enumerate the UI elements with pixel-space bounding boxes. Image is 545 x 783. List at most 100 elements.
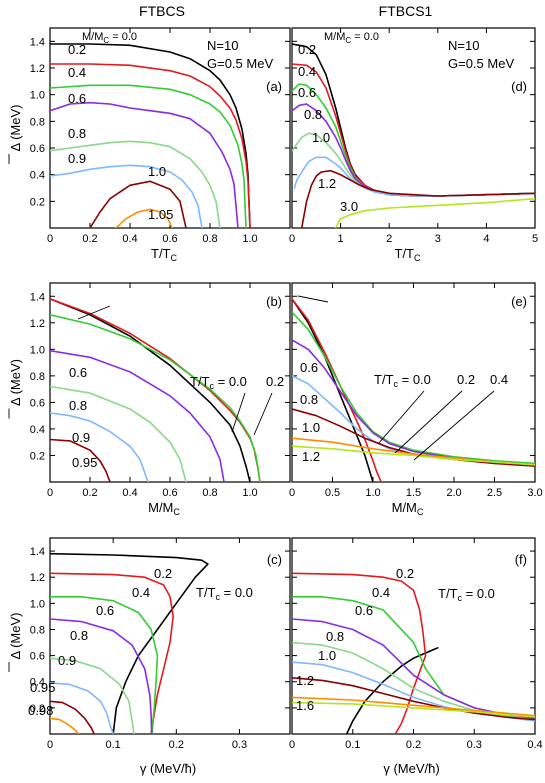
panel-label: (d) bbox=[511, 79, 527, 94]
panel-label: (e) bbox=[511, 294, 527, 309]
series-line-a-3 bbox=[50, 101, 239, 228]
x-tick-label: 3.0 bbox=[527, 487, 542, 499]
series-line-c-4 bbox=[50, 657, 135, 734]
series-label: 0.98 bbox=[28, 703, 53, 718]
y-tick-label: 1.2 bbox=[30, 318, 45, 330]
series-line-c-6 bbox=[50, 700, 95, 734]
series-label: 0.9 bbox=[68, 151, 86, 166]
plot-frame bbox=[291, 27, 536, 229]
series-label: 0.6 bbox=[355, 603, 373, 618]
series-label: 1.0 bbox=[148, 164, 166, 179]
series-label: 0.8 bbox=[68, 126, 86, 141]
x-tick-label: 0.3 bbox=[467, 739, 482, 751]
y-axis-label: Δ (MeV) bbox=[8, 359, 23, 406]
leader-line bbox=[77, 305, 111, 320]
x-tick-label: 2.0 bbox=[446, 487, 461, 499]
y-tick-label: 0.4 bbox=[30, 170, 45, 182]
x-tick-label: 3 bbox=[435, 233, 441, 245]
temperature-label: T/Tc = 0.0 bbox=[196, 585, 253, 602]
series-line-e-1 bbox=[292, 298, 382, 482]
series-line-d-6 bbox=[300, 169, 535, 228]
series-line-e-5 bbox=[292, 408, 535, 467]
leader-line bbox=[377, 390, 425, 445]
x-tick-label: 0.8 bbox=[202, 487, 217, 499]
x-tick-label: 0 bbox=[47, 487, 53, 499]
series-line-f-0 bbox=[345, 647, 439, 734]
series-label: 0.95 bbox=[30, 680, 55, 695]
panel-b: 0 0.2 0.4 0.6 0.8 1.0 0.2 0.4 0.6 0.8 1.0 1.2 1.4 0.6… bbox=[8, 282, 291, 517]
panel-title: FTBCS bbox=[139, 3, 185, 19]
series-line-e-0 bbox=[292, 298, 374, 482]
annotation-g: G=0.5 MeV bbox=[207, 56, 273, 71]
series-label: 0.6 bbox=[300, 360, 318, 375]
leader-line bbox=[394, 390, 463, 454]
series-label: 0.8 bbox=[69, 398, 87, 413]
panel-label: (b) bbox=[266, 294, 282, 309]
series-label: 0.9 bbox=[72, 430, 90, 445]
temperature-label: T/Tc = 0.0 bbox=[374, 372, 431, 389]
series-line-a-1 bbox=[50, 63, 251, 228]
temperature-label-extra: 0.2 bbox=[457, 372, 475, 387]
series-line-b-3 bbox=[50, 349, 225, 482]
panel-a: 0 0.2 0.4 0.6 0.8 1.0 0.2 0.4 0.6 0.8 1.0 1.2 1.4 0.2… bbox=[8, 3, 291, 263]
x-tick-label: 4 bbox=[483, 233, 489, 245]
series-label: 0.2 bbox=[396, 566, 414, 581]
series-label: 1.2 bbox=[302, 449, 320, 464]
temperature-label: T/Tc = 0.0 bbox=[190, 374, 247, 391]
annotation-g: G=0.5 MeV bbox=[448, 56, 514, 71]
series-line-f-6 bbox=[292, 677, 535, 721]
y-tick-label: 1.4 bbox=[30, 36, 45, 48]
series-label: 1.0 bbox=[318, 648, 336, 663]
x-tick-label: 1.0 bbox=[365, 487, 380, 499]
x-tick-label: 0.6 bbox=[162, 233, 177, 245]
panel-label: (a) bbox=[266, 79, 282, 94]
x-axis-label: M/MC bbox=[392, 500, 424, 517]
x-tick-label: 5 bbox=[532, 233, 538, 245]
series-line-c-2 bbox=[50, 596, 159, 734]
y-tick-label: 1.2 bbox=[30, 572, 45, 584]
panel-label: (c) bbox=[267, 552, 282, 567]
y-tick-label: 0.6 bbox=[30, 397, 45, 409]
x-tick-label: 0.4 bbox=[122, 233, 137, 245]
y-tick-label: 0.2 bbox=[30, 450, 45, 462]
x-tick-label: 0.2 bbox=[169, 739, 184, 751]
series-label: 0.4 bbox=[132, 585, 150, 600]
x-tick-label: 0.1 bbox=[106, 739, 121, 751]
leader-line bbox=[253, 392, 273, 436]
x-tick-label: 2.5 bbox=[487, 487, 502, 499]
series-line-a-6 bbox=[89, 180, 187, 228]
y-tick-label: 1.2 bbox=[30, 63, 45, 75]
series-line-b-2 bbox=[50, 314, 261, 482]
y-tick-label: 0.8 bbox=[30, 116, 45, 128]
series-label: 0.2 bbox=[68, 42, 86, 57]
temperature-label: T/Tc = 0.0 bbox=[438, 586, 495, 603]
series-label: 1.05 bbox=[148, 207, 173, 222]
header-label: M/MC = 0.0 bbox=[82, 31, 137, 45]
y-axis-label: Δ (MeV) bbox=[8, 613, 23, 660]
x-tick-label: 0.2 bbox=[82, 233, 97, 245]
series-label: 1.2 bbox=[296, 673, 314, 688]
series-label: 0.6 bbox=[298, 85, 316, 100]
panel-d: 0 1 2 3 4 5 0.2 0.4 0.6 0.8 1.0 1.2 3.0 (d) FTBCS1M/MC… bbox=[289, 3, 538, 263]
series-label: 0.8 bbox=[326, 629, 344, 644]
leader-line bbox=[231, 392, 246, 433]
x-tick-label: 0 bbox=[47, 233, 53, 245]
series-label: 0.95 bbox=[72, 455, 97, 470]
y-tick-label: 0.2 bbox=[30, 703, 45, 715]
x-tick-label: 0.4 bbox=[527, 739, 542, 751]
y-tick-label: 1.4 bbox=[30, 291, 45, 303]
series-label: 3.0 bbox=[340, 199, 358, 214]
y-tick-label: 0.4 bbox=[30, 677, 45, 689]
y-tick-label: 0.4 bbox=[30, 424, 45, 436]
x-axis-label: T/TC bbox=[395, 246, 422, 263]
series-label: 0.4 bbox=[298, 64, 316, 79]
x-tick-label: 2 bbox=[386, 233, 392, 245]
y-tick-label: 0.6 bbox=[30, 651, 45, 663]
x-tick-label: 0 bbox=[47, 739, 53, 751]
series-label: 0.4 bbox=[372, 585, 390, 600]
series-label: 0.8 bbox=[304, 107, 322, 122]
series-line-a-7 bbox=[115, 208, 173, 228]
series-line-b-0 bbox=[50, 298, 251, 482]
x-tick-label: 0.8 bbox=[202, 233, 217, 245]
